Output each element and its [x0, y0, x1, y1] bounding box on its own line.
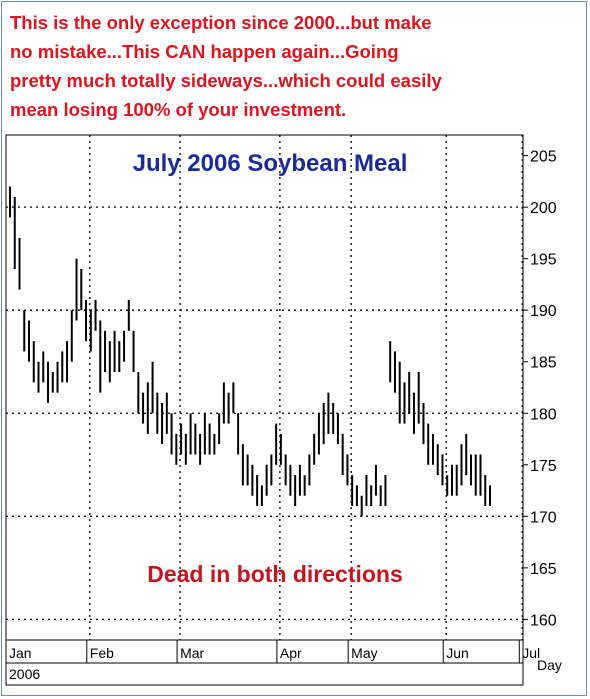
y-tick-label: 165: [530, 561, 557, 578]
y-axis-ticks: 160 165 170 175 180 185 190 195 200 205: [523, 149, 557, 629]
price-bars: [9, 186, 491, 517]
caption-line: This is the only exception since 2000...…: [10, 12, 432, 33]
year-label: 2006: [9, 666, 40, 682]
y-tick-label: 200: [530, 200, 557, 217]
chart-annotation: Dead in both directions: [147, 561, 403, 587]
month-label: Jun: [446, 645, 469, 661]
month-label: Mar: [180, 645, 204, 661]
y-tick-label: 205: [530, 149, 557, 166]
caption-line: no mistake...This CAN happen again...Goi…: [10, 41, 399, 62]
caption-text: This is the only exception since 2000...…: [10, 8, 580, 124]
y-tick-label: 175: [530, 458, 557, 475]
month-label: Feb: [90, 645, 114, 661]
month-label: May: [351, 645, 377, 661]
month-label: Jan: [9, 645, 32, 661]
y-tick-label: 185: [530, 355, 557, 372]
x-unit-label: Day: [537, 657, 562, 673]
y-tick-label: 160: [530, 612, 557, 629]
y-tick-label: 190: [530, 303, 557, 320]
caption-line: mean losing 100% of your investment.: [10, 99, 347, 120]
y-tick-label: 170: [530, 509, 557, 526]
grid-lines: [6, 135, 523, 640]
chart-title: July 2006 Soybean Meal: [133, 150, 408, 177]
x-axis-months: Jan Feb Mar Apr May Jun Jul: [9, 640, 540, 663]
caption-line: pretty much totally sideways...which cou…: [10, 70, 442, 91]
month-label: Apr: [280, 645, 302, 661]
y-tick-label: 180: [530, 406, 557, 423]
y-tick-label: 195: [530, 252, 557, 269]
month-label: Jul: [522, 645, 540, 661]
